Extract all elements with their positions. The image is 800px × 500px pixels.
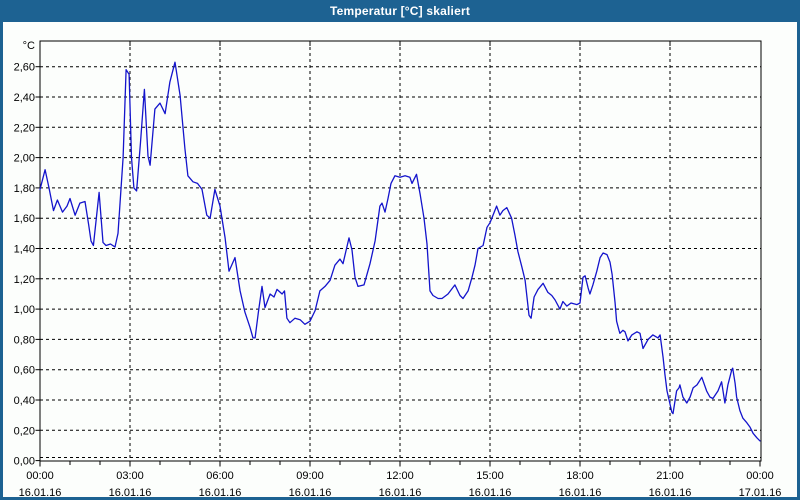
svg-text:0,40: 0,40 [14, 395, 35, 407]
x-axis-labels: 00:00 16.01.16 03:00 16.01.16 06:00 16.01.16 0… [19, 470, 782, 499]
x-tick-time: 00:00 [746, 470, 774, 482]
gridlines [40, 41, 761, 461]
x-tick-time: 06:00 [206, 470, 234, 482]
svg-text:1,00: 1,00 [14, 304, 35, 316]
svg-text:0,80: 0,80 [14, 334, 35, 346]
x-tick-date: 16.01.16 [109, 487, 152, 499]
svg-text:0,20: 0,20 [14, 425, 35, 437]
x-tick-date: 16.01.16 [559, 487, 602, 499]
x-tick-date: 16.01.16 [649, 487, 692, 499]
x-tick-time: 15:00 [476, 470, 504, 482]
y-axis-labels: 0,00 0,20 0,40 0,60 0,80 1,00 1,20 1,40 1,60 1,80… [14, 62, 35, 468]
axis-ticks [35, 41, 761, 467]
x-tick-time: 12:00 [386, 470, 414, 482]
window-titlebar: Temperatur [°C] skaliert [0, 0, 800, 22]
x-tick-time: 09:00 [296, 470, 324, 482]
svg-text:2,20: 2,20 [14, 122, 35, 134]
x-tick-time: 00:00 [26, 470, 54, 482]
svg-text:1,60: 1,60 [14, 213, 35, 225]
x-tick-time: 18:00 [566, 470, 594, 482]
window-border-left [0, 22, 3, 500]
x-tick-date: 17.01.16 [739, 487, 782, 499]
svg-text:2,00: 2,00 [14, 153, 35, 165]
y-axis-unit-label: °C [23, 40, 35, 52]
svg-text:1,20: 1,20 [14, 274, 35, 286]
x-tick-date: 16.01.16 [379, 487, 422, 499]
window-border-bottom [0, 497, 800, 500]
svg-text:0,60: 0,60 [14, 365, 35, 377]
x-tick-date: 16.01.16 [19, 487, 62, 499]
svg-text:1,40: 1,40 [14, 244, 35, 256]
svg-text:0,00: 0,00 [14, 456, 35, 468]
x-tick-date: 16.01.16 [199, 487, 242, 499]
svg-text:2,60: 2,60 [14, 62, 35, 74]
svg-text:2,40: 2,40 [14, 92, 35, 104]
window-title: Temperatur [°C] skaliert [329, 4, 471, 18]
svg-text:1,80: 1,80 [14, 183, 35, 195]
x-tick-date: 16.01.16 [289, 487, 332, 499]
temperature-chart: 0,00 0,20 0,40 0,60 0,80 1,00 1,20 1,40 1,60 1,80… [14, 40, 782, 499]
temperature-line [39, 61, 761, 442]
x-tick-date: 16.01.16 [469, 487, 512, 499]
window-border-right [797, 22, 800, 500]
x-tick-time: 03:00 [116, 470, 144, 482]
x-tick-time: 21:00 [656, 470, 684, 482]
